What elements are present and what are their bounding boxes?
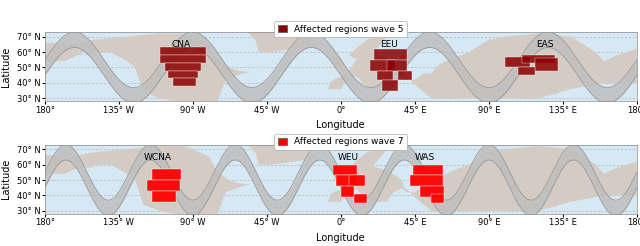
Polygon shape <box>45 43 97 61</box>
Polygon shape <box>532 199 545 211</box>
Legend: Affected regions wave 7: Affected regions wave 7 <box>275 134 407 150</box>
Bar <box>147 180 180 191</box>
Polygon shape <box>555 189 574 208</box>
Y-axis label: Latitude: Latitude <box>1 159 12 200</box>
Y-axis label: Latitude: Latitude <box>1 46 12 87</box>
Polygon shape <box>245 21 311 52</box>
Polygon shape <box>349 146 390 171</box>
Polygon shape <box>555 77 574 95</box>
Polygon shape <box>61 146 250 219</box>
Bar <box>152 191 177 202</box>
Polygon shape <box>61 33 250 106</box>
Polygon shape <box>331 55 344 67</box>
Text: EAS: EAS <box>536 40 554 49</box>
Bar <box>522 55 555 63</box>
Bar <box>341 186 354 197</box>
Bar <box>382 80 398 91</box>
Bar <box>413 165 443 175</box>
Bar <box>354 194 367 203</box>
Polygon shape <box>301 43 321 47</box>
Text: WAS: WAS <box>415 153 435 162</box>
Bar <box>333 165 357 175</box>
Bar <box>349 175 365 186</box>
Bar <box>173 78 196 86</box>
Bar <box>374 49 406 60</box>
Bar <box>168 71 198 78</box>
Bar <box>387 60 406 71</box>
Polygon shape <box>532 86 545 98</box>
Bar <box>535 58 558 71</box>
Polygon shape <box>328 52 403 89</box>
Polygon shape <box>45 155 97 174</box>
Polygon shape <box>331 168 344 180</box>
Legend: Affected regions wave 5: Affected regions wave 5 <box>275 21 407 37</box>
Bar <box>165 63 201 71</box>
Polygon shape <box>245 134 311 165</box>
Bar <box>152 169 181 180</box>
Text: EEU: EEU <box>380 40 398 49</box>
Polygon shape <box>301 155 321 160</box>
Text: CNA: CNA <box>172 40 191 49</box>
Bar <box>336 175 356 186</box>
Text: WCNA: WCNA <box>143 153 172 162</box>
Bar <box>420 186 444 197</box>
X-axis label: Longitude: Longitude <box>317 233 365 243</box>
Polygon shape <box>390 33 637 98</box>
Polygon shape <box>328 165 403 202</box>
X-axis label: Longitude: Longitude <box>317 120 365 130</box>
Bar <box>377 71 394 80</box>
Polygon shape <box>349 33 390 58</box>
Bar <box>160 47 206 55</box>
Bar <box>518 67 535 75</box>
Polygon shape <box>390 146 637 211</box>
Bar <box>371 60 395 71</box>
Bar <box>160 55 206 63</box>
Bar <box>505 57 530 67</box>
Bar <box>431 194 444 203</box>
Bar <box>410 175 443 186</box>
Text: WEU: WEU <box>337 153 358 162</box>
Bar <box>398 71 412 80</box>
